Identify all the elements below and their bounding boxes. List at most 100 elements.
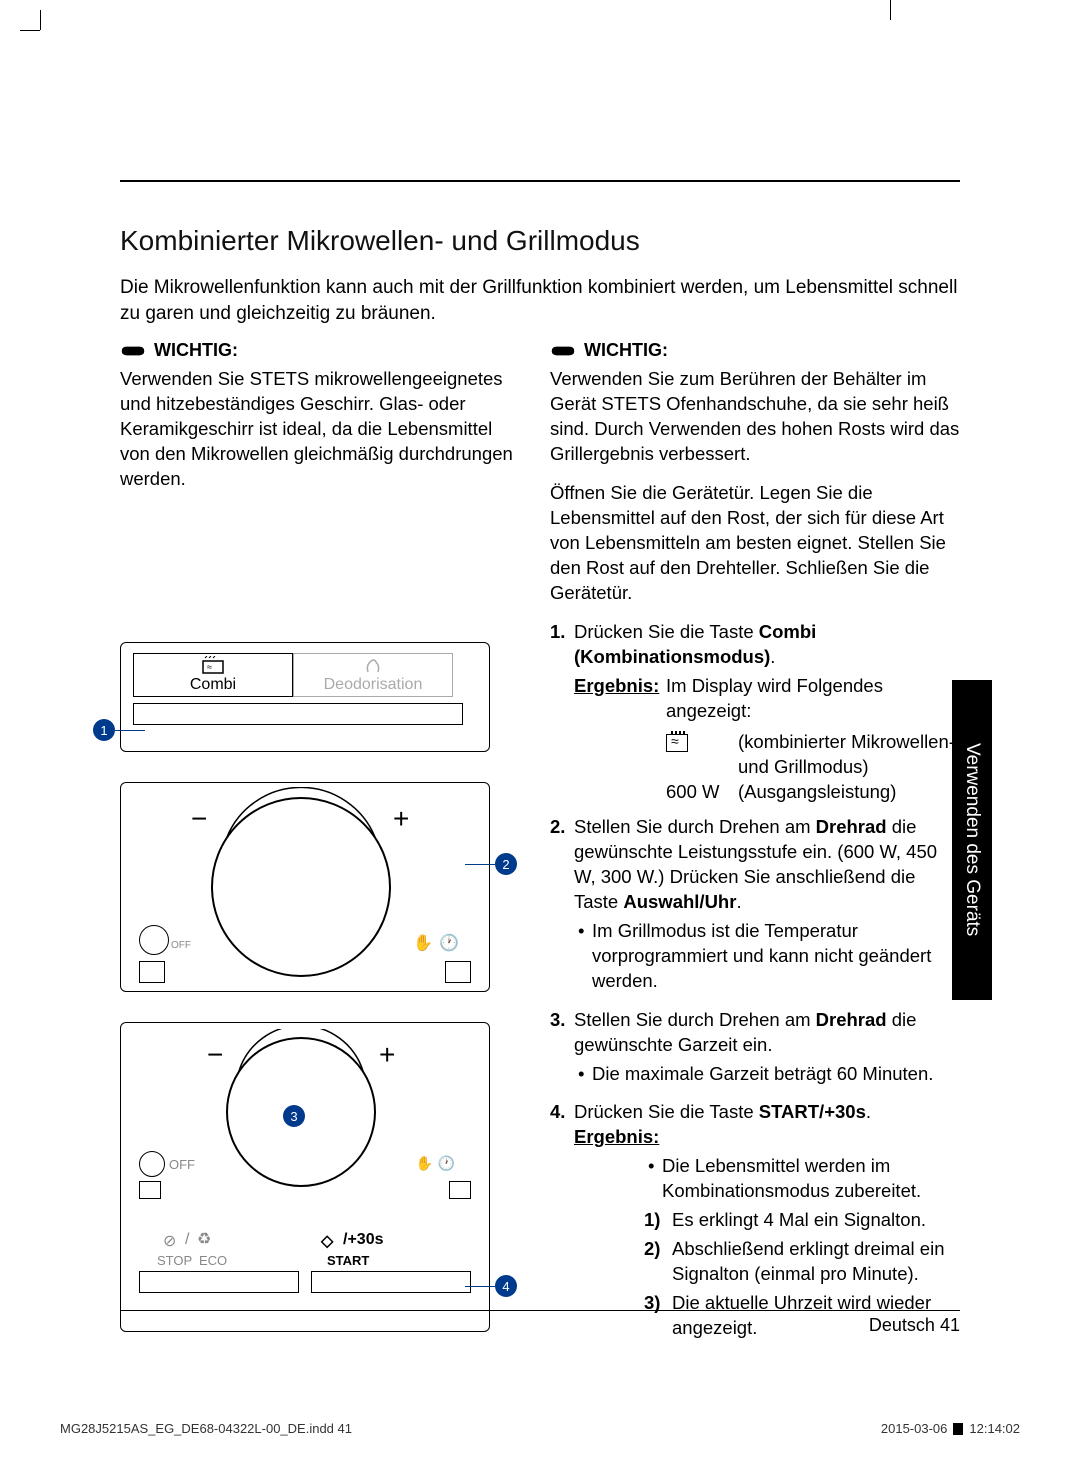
- stop-label: STOP: [157, 1253, 192, 1268]
- text-bold: Drehrad: [816, 1009, 887, 1030]
- meta-block-icon: [953, 1423, 963, 1435]
- right-column: WICHTIG: Verwenden Sie zum Berühren der …: [550, 340, 960, 1362]
- callout-4: 4: [465, 1275, 517, 1297]
- step-number: 1.: [550, 620, 574, 805]
- meta-left: MG28J5215AS_EG_DE68-04322L-00_DE.indd 41: [60, 1421, 352, 1436]
- num: 1): [644, 1208, 672, 1233]
- ergebnis-block: Ergebnis: Im Display wird Folgendes ange…: [574, 674, 960, 805]
- button-row: ≈ Combi Deodorisation: [133, 653, 477, 697]
- text: Drücken Sie die Taste: [574, 1101, 759, 1122]
- step-number: 4.: [550, 1100, 574, 1345]
- side-tab: Verwenden des Geräts: [952, 680, 992, 1000]
- right-important-text: Verwenden Sie zum Berühren der Behälter …: [550, 367, 960, 467]
- footer-rule: [120, 1310, 960, 1311]
- eco-icon: ♻: [197, 1229, 211, 1249]
- two-columns: WICHTIG: Verwenden Sie STETS mikrowellen…: [120, 340, 960, 1362]
- text: .: [866, 1101, 871, 1122]
- footer-page: 41: [940, 1315, 960, 1335]
- diagrams-area: ≈ Combi Deodorisation 1: [120, 642, 520, 1332]
- step-body: Drücken Sie die Taste Combi (Kombination…: [574, 620, 960, 805]
- right-paragraph-2: Öffnen Sie die Gerätetür. Legen Sie die …: [550, 481, 960, 606]
- result-item: 2)Abschließend erklingt dreimal ein Sign…: [644, 1237, 960, 1287]
- spacer: [574, 780, 666, 805]
- pointing-hand-icon: [550, 343, 576, 359]
- combi-icon: ≈: [202, 656, 224, 674]
- diagram-buttons-panel: ≈ Combi Deodorisation 1: [120, 642, 490, 752]
- plus-label: +: [379, 1039, 395, 1071]
- ergebnis-label: Ergebnis:: [574, 674, 666, 724]
- wide-button: [133, 703, 463, 725]
- result-item: Die Lebensmittel werden im Kombinationsm…: [644, 1154, 960, 1204]
- step-list: 1. Drücken Sie die Taste Combi (Kombinat…: [550, 620, 960, 1345]
- note-list: Im Grillmodus ist die Temperatur vorprog…: [574, 919, 960, 994]
- stop-icon: ⊘: [163, 1231, 176, 1251]
- text-bold: Auswahl/Uhr: [623, 891, 736, 912]
- deodorisation-icon: [362, 656, 384, 674]
- step-body: Drücken Sie die Taste START/+30s. Ergebn…: [574, 1100, 960, 1345]
- spacer: [574, 730, 666, 780]
- text: Stellen Sie durch Drehen am: [574, 1009, 816, 1030]
- result-bullets: Die Lebensmittel werden im Kombinationsm…: [644, 1154, 960, 1204]
- stop-button: [139, 1271, 299, 1293]
- callout-circle: 3: [283, 1105, 305, 1127]
- text: Stellen Sie durch Drehen am: [574, 816, 816, 837]
- step-number: 3.: [550, 1008, 574, 1091]
- dial-arc: [207, 787, 395, 847]
- ergebnis-text: Im Display wird Folgendes angezeigt:: [666, 674, 960, 724]
- small-button-left: [139, 961, 165, 983]
- step-number: 2.: [550, 815, 574, 998]
- callout-2: 2: [465, 853, 517, 875]
- diagram-dial-panel: − + OFF ✋ 🕐 2: [120, 782, 490, 992]
- hand-icon: ✋: [416, 1155, 433, 1172]
- hand-icon: ✋: [413, 933, 433, 953]
- result-item: 1)Es erklingt 4 Mal ein Signalton.: [644, 1208, 960, 1233]
- small-button-right: [449, 1181, 471, 1199]
- text: Abschließend erklingt dreimal ein Signal…: [672, 1237, 960, 1287]
- note-item: Im Grillmodus ist die Temperatur vorprog…: [574, 919, 960, 994]
- off-knob: [139, 925, 169, 955]
- step-4: 4. Drücken Sie die Taste START/+30s. Erg…: [550, 1100, 960, 1345]
- footer-lang: Deutsch: [869, 1315, 935, 1335]
- deodorisation-button: Deodorisation: [293, 653, 453, 697]
- text: Drücken Sie die Taste: [574, 621, 759, 642]
- important-label: WICHTIG:: [154, 340, 238, 361]
- mode-icon-cell: [666, 730, 738, 780]
- slash: /: [185, 1231, 189, 1249]
- num: 2): [644, 1237, 672, 1287]
- step-2: 2. Stellen Sie durch Drehen am Drehrad d…: [550, 815, 960, 998]
- meta-date: 2015-03-06: [881, 1421, 948, 1436]
- text: .: [736, 891, 741, 912]
- num: 3): [644, 1291, 672, 1341]
- callout-line: [465, 864, 495, 865]
- clock-icon: 🕐: [438, 1155, 455, 1172]
- callout-circle: 2: [495, 853, 517, 875]
- minus-label: −: [191, 803, 207, 835]
- off-label: OFF: [171, 940, 191, 951]
- callout-circle: 4: [495, 1275, 517, 1297]
- ergebnis-label: Ergebnis:: [574, 1126, 659, 1147]
- footer-text: Deutsch 41: [869, 1315, 960, 1336]
- section-title: Kombinierter Mikrowellen- und Grillmodus: [120, 225, 960, 257]
- power-key: 600 W: [666, 780, 738, 805]
- dial-arc: [221, 1029, 381, 1079]
- callout-line: [115, 730, 145, 731]
- meta-right: 2015-03-06 12:14:02: [881, 1421, 1020, 1436]
- start-button: [311, 1271, 471, 1293]
- top-rule: [120, 180, 960, 182]
- small-button-left: [139, 1181, 161, 1199]
- text-bold: START/+30s: [759, 1101, 866, 1122]
- clock-icon: 🕐: [439, 933, 459, 953]
- svg-text:≈: ≈: [207, 662, 212, 672]
- pointing-hand-icon: [120, 343, 146, 359]
- step-3: 3. Stellen Sie durch Drehen am Drehrad d…: [550, 1008, 960, 1091]
- callout-line: [465, 1286, 495, 1287]
- important-heading: WICHTIG:: [120, 340, 520, 361]
- note-item: Die maximale Garzeit beträgt 60 Minuten.: [574, 1062, 960, 1087]
- callout-3: 3: [283, 1105, 305, 1127]
- combi-mode-icon: [666, 734, 688, 752]
- plus-label: +: [393, 803, 409, 835]
- deodorisation-button-label: Deodorisation: [324, 676, 423, 693]
- step-body: Stellen Sie durch Drehen am Drehrad die …: [574, 815, 960, 998]
- callout-1: 1: [93, 719, 145, 741]
- callout-circle: 1: [93, 719, 115, 741]
